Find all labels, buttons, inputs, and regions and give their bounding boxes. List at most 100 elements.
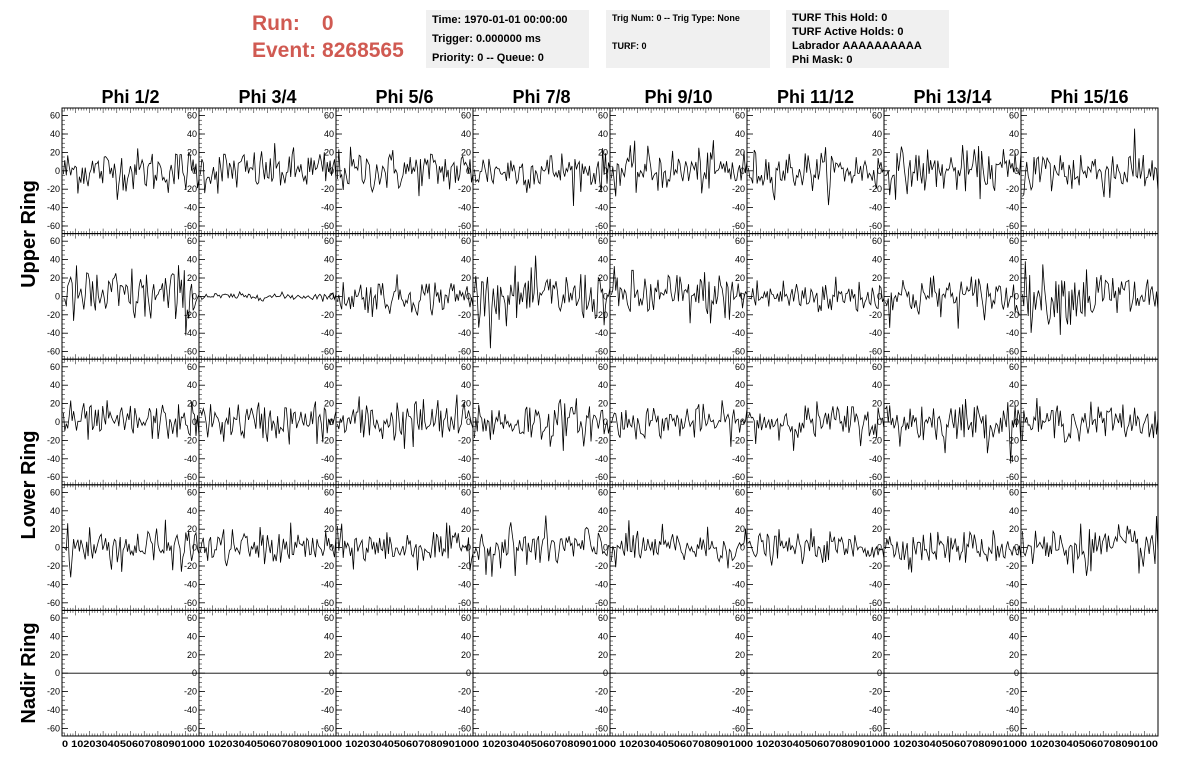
y-tick-label: 0: [329, 417, 334, 427]
waveform-trace: [748, 276, 885, 313]
y-tick-label: -60: [1006, 472, 1019, 482]
y-tick-label: 20: [50, 650, 60, 660]
phi-mask-text: Phi Mask: 0: [792, 54, 853, 66]
y-tick-label: 60: [872, 236, 882, 246]
waveform-trace: [611, 140, 748, 197]
waveform-trace: [611, 400, 748, 447]
y-tick-label: -60: [47, 723, 60, 733]
waveform-trace: [1022, 261, 1159, 335]
y-tick-label: 40: [872, 380, 882, 390]
y-tick-label: -20: [184, 184, 197, 194]
turf-text: TURF: 0: [612, 41, 647, 51]
y-tick-label: -60: [869, 472, 882, 482]
y-tick-label: -60: [321, 347, 334, 357]
y-tick-label: 20: [872, 273, 882, 283]
y-tick-label: -40: [321, 328, 334, 338]
waveform-trace: [474, 515, 611, 577]
y-tick-label: -20: [321, 184, 334, 194]
column-header-2: Phi 3/4: [238, 87, 297, 107]
y-tick-label: 60: [735, 487, 745, 497]
y-tick-label: 0: [329, 291, 334, 301]
y-tick-label: 20: [598, 524, 608, 534]
y-tick-label: -40: [458, 203, 471, 213]
y-tick-label: -40: [47, 579, 60, 589]
y-tick-label: 0: [877, 668, 882, 678]
y-tick-label: 20: [187, 273, 197, 283]
panel-r5-c7: -60 -40 -20 0 20 40 60: [869, 609, 1022, 737]
y-tick-label: 60: [187, 487, 197, 497]
y-tick-label: 0: [877, 166, 882, 176]
run-event-box: Run: 0 Event: 8268565: [252, 10, 404, 64]
y-tick-label: -40: [47, 203, 60, 213]
y-tick-label: 60: [872, 362, 882, 372]
event-label: Event:: [252, 39, 317, 62]
y-tick-label: -40: [595, 454, 608, 464]
y-tick-label: -60: [595, 598, 608, 608]
y-tick-label: 60: [872, 487, 882, 497]
panel-r3-c8: -60 -40 -20 0 20 40 60: [1006, 358, 1159, 486]
y-tick-label: -40: [1006, 579, 1019, 589]
y-tick-label: 60: [1009, 236, 1019, 246]
panel-r5-c4: -60 -40 -20 0 20 40 60: [458, 609, 611, 737]
y-tick-label: -60: [458, 472, 471, 482]
y-tick-label: 20: [735, 273, 745, 283]
panel-r1-c1: -60 -40 -20 0 20 40 60: [47, 107, 200, 235]
y-tick-label: 60: [735, 111, 745, 121]
y-tick-label: -20: [184, 435, 197, 445]
panel-r4-c5: -60 -40 -20 0 20 40 60: [595, 484, 748, 611]
waveform-trace: [200, 522, 337, 567]
y-tick-label: -60: [732, 472, 745, 482]
y-tick-label: 0: [55, 543, 60, 553]
y-tick-label: 0: [603, 166, 608, 176]
panel-frame: [198, 107, 337, 235]
column-header-8: Phi 15/16: [1050, 87, 1129, 107]
y-tick-label: -20: [1006, 310, 1019, 320]
y-tick-label: 40: [50, 631, 60, 641]
panel-r1-c3: -60 -40 -20 0 20 40 60: [321, 107, 474, 235]
y-tick-label: 60: [598, 362, 608, 372]
y-tick-label: 60: [461, 236, 471, 246]
panel-r3-c6: -60 -40 -20 0 20 40 60: [732, 358, 885, 486]
panel-r1-c8: -60 -40 -20 0 20 40 60: [1006, 107, 1159, 235]
y-tick-label: -60: [595, 347, 608, 357]
event-value: 8268565: [322, 39, 404, 62]
y-tick-label: 0: [466, 166, 471, 176]
panel-r1-c7: -60 -40 -20 0 20 40 60: [869, 107, 1022, 235]
y-tick-label: -20: [732, 184, 745, 194]
panel-r5-c2: -60 -40 -20 0 20 40 60: [184, 609, 337, 737]
y-tick-label: -20: [1006, 184, 1019, 194]
y-tick-label: -60: [47, 598, 60, 608]
y-tick-label: 40: [598, 631, 608, 641]
y-tick-label: -40: [869, 579, 882, 589]
y-tick-label: 20: [324, 147, 334, 157]
y-tick-label: 40: [324, 506, 334, 516]
y-tick-label: 0: [603, 668, 608, 678]
y-tick-label: -20: [47, 435, 60, 445]
y-tick-label: 20: [187, 399, 197, 409]
column-header-6: Phi 11/12: [776, 87, 855, 107]
y-tick-label: 40: [187, 255, 197, 265]
y-tick-label: 60: [1009, 487, 1019, 497]
y-tick-label: 20: [598, 273, 608, 283]
panel-frame: [335, 107, 474, 235]
waveform-trace: [63, 400, 200, 440]
panel-r5-c6: -60 -40 -20 0 20 40 60: [732, 609, 885, 737]
waveform-trace: [337, 274, 474, 318]
panel-r4-c7: -60 -40 -20 0 20 40 60: [869, 484, 1022, 611]
y-tick-label: -60: [595, 221, 608, 231]
y-tick-label: -60: [1006, 598, 1019, 608]
y-tick-label: -60: [595, 472, 608, 482]
panel-frame: [472, 107, 611, 235]
y-tick-label: -40: [1006, 705, 1019, 715]
y-tick-label: 60: [598, 613, 608, 623]
y-tick-label: 0: [603, 543, 608, 553]
panel-r4-c8: -60 -40 -20 0 20 40 60: [1006, 484, 1159, 611]
y-tick-label: 60: [735, 362, 745, 372]
y-tick-label: 20: [461, 524, 471, 534]
column-header-3: Phi 5/6: [375, 87, 434, 107]
y-tick-label: -60: [458, 723, 471, 733]
panel-r3-c7: -60 -40 -20 0 20 40 60: [869, 358, 1022, 486]
y-tick-label: 60: [187, 111, 197, 121]
panel-r3-c1: -60 -40 -20 0 20 40 60: [47, 358, 200, 486]
turf-active-holds: TURF Active Holds: 0: [792, 26, 904, 38]
